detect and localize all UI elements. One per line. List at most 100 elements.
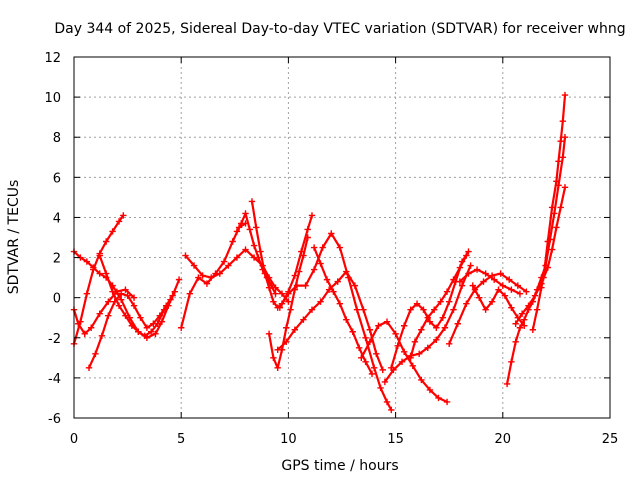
data-point-marker — [400, 322, 408, 329]
series-line — [278, 232, 393, 412]
data-point-marker — [379, 366, 386, 374]
data-point-marker — [75, 320, 82, 327]
data-point-marker — [499, 282, 506, 289]
data-point-marker — [358, 354, 365, 362]
data-point-marker — [122, 286, 129, 293]
data-point-marker — [523, 288, 530, 295]
data-point-marker — [83, 290, 91, 297]
data-point-marker — [143, 324, 151, 331]
data-point-marker — [456, 278, 464, 285]
data-point-marker — [85, 364, 93, 372]
data-point-marker — [413, 300, 421, 307]
data-point-marker — [295, 268, 303, 275]
data-point-marker — [521, 316, 528, 323]
data-point-marker — [343, 316, 350, 323]
data-point-marker — [317, 260, 324, 267]
data-point-marker — [557, 138, 564, 145]
data-point-marker — [120, 212, 127, 219]
data-point-marker — [362, 334, 369, 341]
y-tick-label: 2 — [53, 252, 61, 267]
data-point-marker — [265, 284, 273, 291]
data-point-marker — [328, 230, 335, 237]
data-point-marker — [304, 234, 311, 241]
data-point-marker — [360, 306, 367, 313]
x-tick-label: 10 — [280, 432, 297, 447]
series-trace-22 — [512, 184, 569, 327]
data-point-marker — [512, 338, 519, 345]
data-point-marker — [368, 370, 376, 378]
data-point-marker — [220, 258, 228, 265]
data-point-marker — [122, 312, 129, 319]
data-point-marker — [557, 204, 564, 211]
data-point-marker — [439, 314, 446, 321]
series-trace-8 — [233, 210, 279, 297]
data-point-marker — [516, 324, 524, 331]
data-point-marker — [135, 328, 142, 335]
data-point-marker — [147, 328, 155, 335]
data-point-marker — [377, 384, 384, 392]
axis-ticks — [73, 56, 611, 419]
data-point-marker — [96, 252, 103, 259]
data-point-marker — [450, 276, 457, 283]
data-point-marker — [538, 284, 545, 291]
data-point-marker — [152, 330, 159, 337]
data-point-marker — [349, 328, 356, 335]
chart-title: Day 344 of 2025, Sidereal Day-to-day VTE… — [54, 21, 625, 37]
data-point-marker — [225, 262, 232, 269]
data-point-marker — [375, 322, 382, 329]
data-point-marker — [351, 282, 359, 289]
data-point-marker — [175, 276, 183, 283]
data-point-marker — [283, 324, 290, 331]
data-point-marker — [525, 302, 532, 309]
series-line — [276, 270, 384, 371]
data-point-marker — [105, 312, 112, 319]
data-point-marker — [407, 306, 414, 313]
data-point-marker — [109, 288, 116, 295]
data-point-marker — [169, 292, 176, 299]
data-point-marker — [248, 198, 256, 205]
data-point-marker — [345, 274, 352, 281]
data-point-marker — [310, 266, 318, 273]
data-point-marker — [83, 258, 91, 265]
data-point-marker — [512, 320, 519, 327]
series-line — [542, 94, 567, 279]
data-point-marker — [81, 330, 88, 337]
data-point-marker — [233, 228, 241, 235]
y-tick-label: -4 — [48, 372, 61, 387]
data-point-marker — [190, 262, 198, 269]
y-tick-label: 10 — [44, 91, 61, 106]
data-point-marker — [261, 270, 269, 277]
series-trace-17 — [407, 252, 470, 362]
x-tick-label: 5 — [177, 432, 185, 447]
data-point-marker — [96, 270, 103, 277]
series-trace-10 — [265, 234, 311, 372]
data-point-marker — [130, 302, 138, 309]
data-point-marker — [167, 296, 174, 303]
data-point-marker — [465, 248, 472, 255]
data-point-marker — [394, 342, 401, 349]
data-point-marker — [482, 270, 489, 277]
data-point-marker — [115, 218, 123, 225]
series-line — [235, 212, 277, 295]
data-point-marker — [561, 91, 569, 99]
data-point-marker — [90, 264, 97, 271]
data-point-marker — [516, 290, 524, 297]
data-point-marker — [501, 292, 509, 299]
data-point-marker — [272, 290, 279, 297]
data-point-marker — [182, 252, 189, 259]
data-point-marker — [426, 386, 434, 394]
data-point-marker — [366, 338, 374, 345]
series-line — [409, 254, 468, 359]
data-point-marker — [426, 318, 434, 325]
data-point-marker — [300, 252, 307, 259]
data-point-marker — [441, 324, 449, 331]
data-point-marker — [400, 348, 408, 356]
series-trace-20 — [469, 282, 528, 329]
data-point-marker — [544, 238, 552, 245]
data-point-marker — [458, 282, 466, 289]
data-point-marker — [253, 224, 260, 231]
data-point-marker — [388, 406, 395, 414]
data-point-marker — [274, 364, 281, 372]
data-point-marker — [291, 272, 299, 279]
